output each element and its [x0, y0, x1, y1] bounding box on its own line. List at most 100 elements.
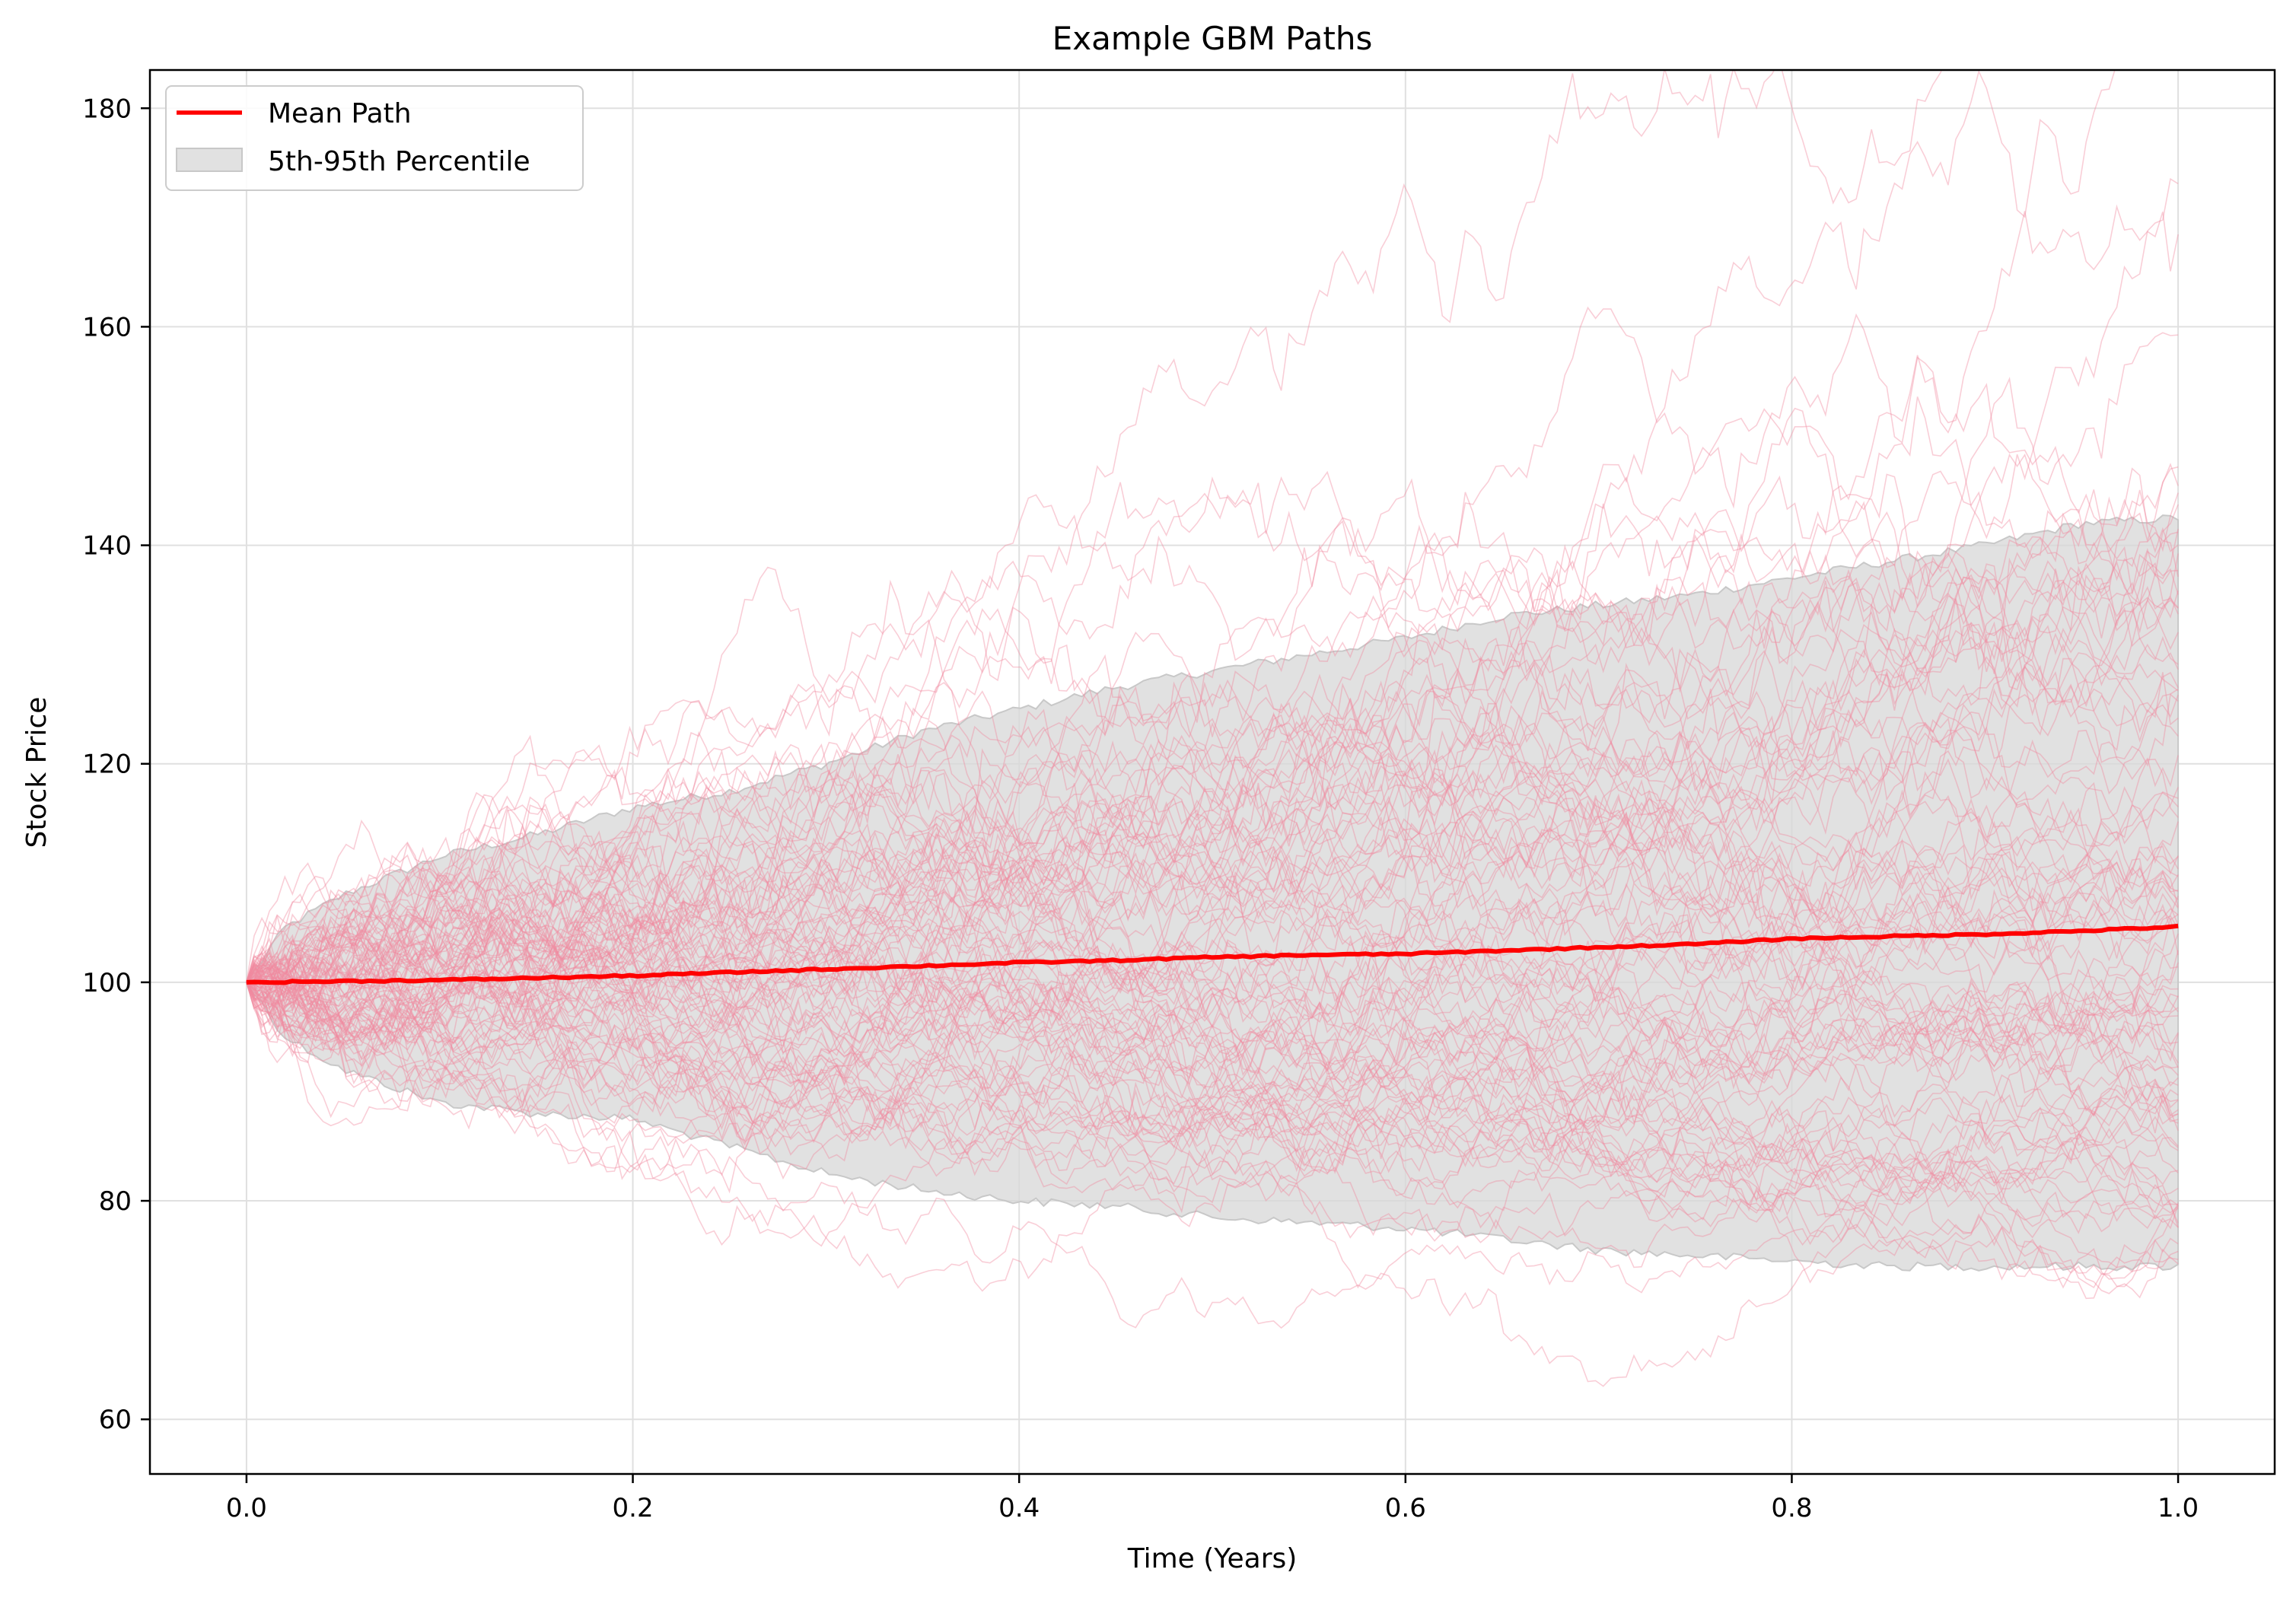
simulated-path-98	[246, 920, 2179, 1071]
simulated-path-67	[246, 924, 2179, 1188]
simulated-path-65	[246, 711, 2179, 1033]
y-tick-label: 100	[82, 968, 132, 998]
y-tick-label: 140	[82, 531, 132, 562]
simulated-path-84	[246, 504, 2179, 1075]
simulated-path-5	[246, 694, 2179, 1247]
simulated-path-43	[246, 355, 2179, 983]
simulated-path-70	[246, 968, 2179, 1236]
simulated-path-95	[246, 836, 2179, 1124]
simulated-path-19	[246, 912, 2179, 1186]
simulated-path-13	[246, 889, 2179, 1215]
simulated-path-7	[246, 858, 2179, 1086]
percentile-band-layer	[245, 514, 2180, 1272]
simulated-path-42	[246, 854, 2179, 1242]
x-tick-label: 0.4	[998, 1493, 1040, 1523]
simulated-path-36	[246, 791, 2179, 1027]
simulated-path-96	[246, 939, 2179, 1239]
legend: Mean Path 5th-95th Percentile	[165, 85, 584, 191]
y-axis: 60 80 100 120 140 160 180	[82, 94, 150, 1435]
simulated-path-51	[246, 968, 2179, 1173]
x-tick-label: 1.0	[2157, 1493, 2199, 1523]
simulated-path-64	[246, 637, 2179, 1021]
simulated-path-21	[246, 776, 2179, 1189]
simulated-path-14	[246, 954, 2179, 1156]
simulated-path-37	[246, 511, 2179, 1009]
simulated-path-31	[246, 671, 2179, 1054]
simulated-path-29	[246, 982, 2179, 1235]
simulated-path-48	[246, 717, 2179, 1072]
x-tick-label: 0.2	[613, 1493, 654, 1523]
x-tick-label: 0.8	[1771, 1493, 1812, 1523]
x-tick-label: 0.6	[1385, 1493, 1426, 1523]
y-tick-label: 180	[82, 94, 132, 124]
simulated-path-32	[246, 70, 1943, 1054]
simulated-path-23	[246, 872, 2179, 1214]
simulated-path-34	[246, 944, 2179, 1299]
simulated-path-86	[246, 745, 2179, 983]
y-axis-label: Stock Price	[21, 697, 53, 848]
simulated-path-83	[246, 808, 2179, 1147]
mean-path-layer	[246, 923, 2179, 985]
simulated-path-28	[246, 848, 2179, 1179]
simulated-path-85	[246, 858, 2179, 1203]
simulated-path-56	[246, 828, 2179, 1026]
y-tick-label: 80	[99, 1186, 132, 1217]
simulated-path-62	[246, 849, 2179, 1177]
simulated-path-8	[246, 933, 2179, 1132]
simulated-path-41	[246, 858, 2179, 1134]
legend-box	[165, 85, 584, 191]
simulated-path-57	[246, 622, 2179, 1006]
simulated-path-17	[246, 470, 2179, 990]
simulated-path-78	[246, 556, 2179, 1005]
simulated-path-20	[246, 791, 2179, 1044]
simulated-path-39	[246, 907, 2179, 1269]
legend-band-label: 5th-95th Percentile	[268, 146, 530, 177]
mean-path	[246, 923, 2179, 985]
simulated-path-73	[246, 177, 2179, 1007]
simulated-path-44	[246, 922, 2179, 1194]
simulated-path-10	[246, 684, 2179, 990]
legend-mean-label: Mean Path	[268, 98, 412, 129]
simulated-path-4	[246, 672, 2179, 996]
simulated-path-79	[246, 585, 2179, 1020]
simulated-path-0	[246, 673, 2179, 985]
simulated-path-40	[246, 892, 2179, 1124]
simulated-path-15	[246, 953, 2179, 1099]
legend-band-swatch	[176, 148, 243, 172]
simulated-path-76	[246, 931, 2179, 1217]
simulated-path-22	[246, 501, 2179, 1044]
y-tick-label: 160	[82, 312, 132, 342]
simulated-path-68	[246, 407, 2179, 996]
simulated-path-94	[246, 70, 2116, 1060]
simulated-path-49	[246, 874, 2179, 1230]
simulated-path-82	[246, 805, 2179, 1071]
plot-frame	[148, 68, 2276, 1475]
simulated-path-3	[246, 982, 2179, 1387]
simulated-path-52	[246, 332, 2179, 1011]
simulated-path-11	[246, 204, 2179, 1135]
x-tick-label: 0.0	[226, 1493, 267, 1523]
simulated-path-81	[246, 948, 2179, 1294]
simulated-path-46	[246, 748, 2179, 1052]
simulated-path-6	[246, 745, 2179, 1048]
y-tick-label: 60	[99, 1405, 132, 1435]
simulated-path-47	[246, 466, 2179, 987]
simulated-path-89	[246, 517, 2179, 994]
simulated-path-27	[246, 553, 2179, 988]
simulated-path-59	[246, 494, 2179, 983]
simulated-path-72	[246, 813, 2179, 1037]
simulated-path-93	[246, 811, 2179, 1150]
simulated-path-18	[246, 854, 2179, 1176]
y-tick-label: 120	[82, 750, 132, 780]
simulated-path-24	[246, 846, 2179, 1120]
simulated-path-75	[246, 884, 2179, 1213]
simulated-path-74	[246, 631, 2179, 992]
simulated-path-9	[246, 666, 2179, 1052]
simulated-path-25	[246, 692, 2179, 985]
simulated-path-26	[246, 838, 2179, 1087]
x-axis-label: Time (Years)	[1127, 1543, 1298, 1574]
simulated-path-30	[246, 943, 2179, 1171]
simulated-path-16	[246, 553, 2179, 1028]
simulated-path-35	[246, 897, 2179, 1084]
